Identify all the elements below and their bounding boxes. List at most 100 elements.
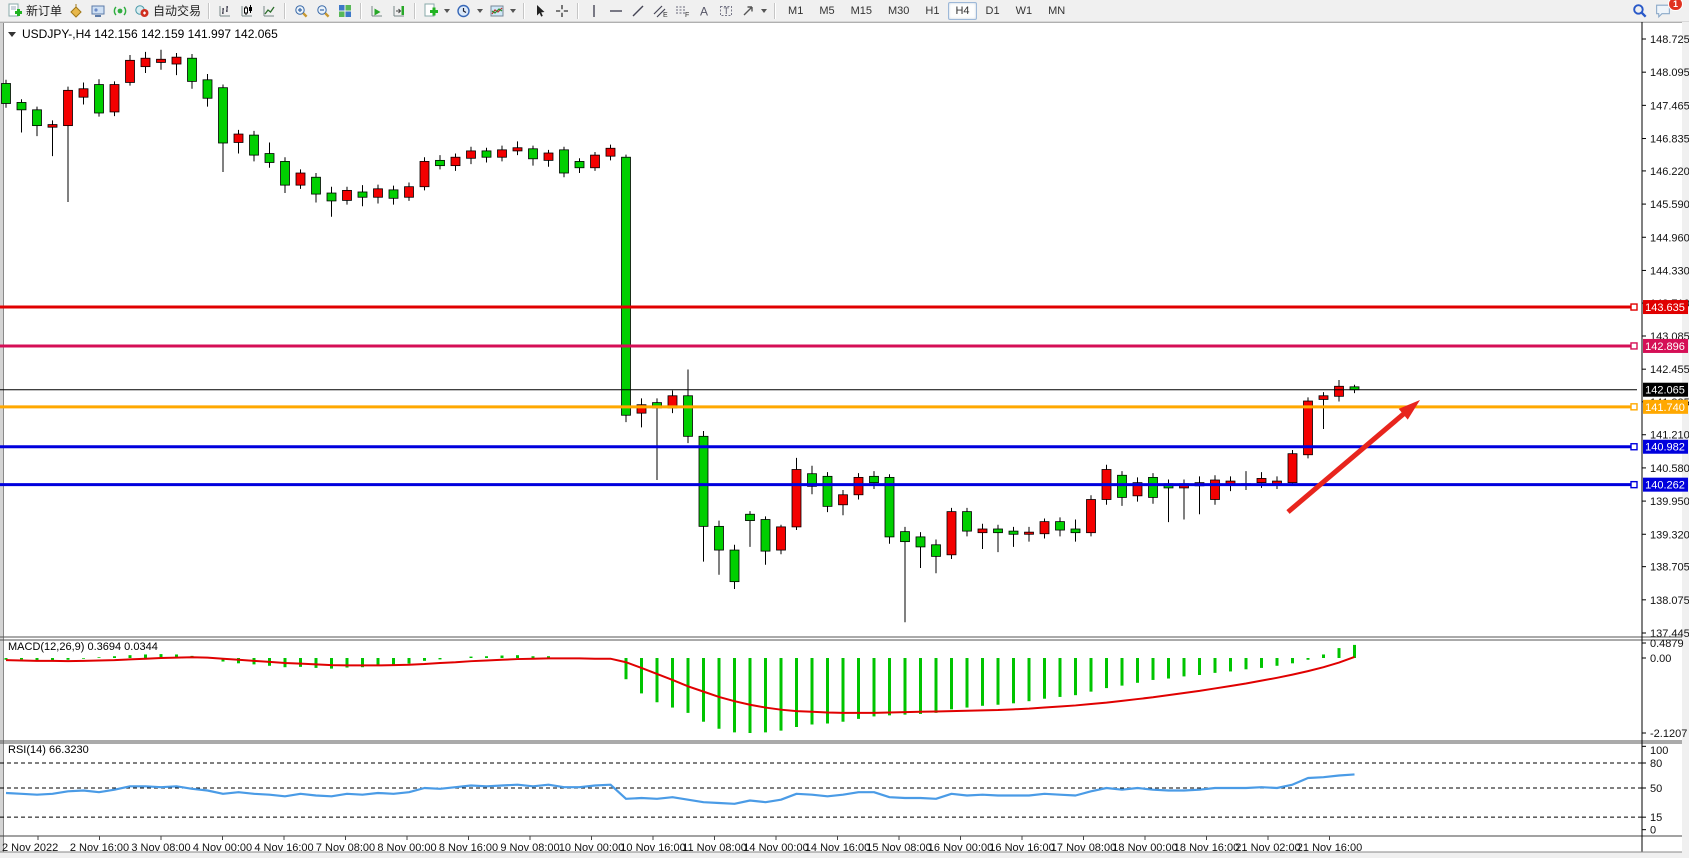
horizontal-line-button[interactable] [605,2,627,20]
candle-body [993,528,1003,534]
chart-title-bar: USDJPY-,H4 142.156 142.159 141.997 142.0… [8,27,278,41]
candle-body [698,435,709,527]
date-tick-label: 14 Nov 00:00 [743,842,808,854]
price-level-label [1643,338,1688,353]
clock-icon [457,4,470,17]
rsi-scale-label: 100 [1650,745,1668,757]
candle-body [78,88,89,98]
new-order-button[interactable]: 新订单 [4,1,65,20]
horizontal-level-lines[interactable]: 143.635 142.896 142.065 141.740 140.982 140.2… [0,300,1688,492]
macd-scale-label: 0.4879 [1650,638,1684,650]
candle-body [543,152,554,161]
indicators-button[interactable] [420,2,453,20]
cursor-button[interactable] [529,2,551,20]
rsi-scale-label: 80 [1650,758,1662,770]
timeframe-M1[interactable]: M1 [788,4,804,17]
bar-chart-button[interactable] [214,2,236,20]
candle-body [574,161,585,169]
chart-shift-button[interactable] [388,2,410,20]
candle-body [187,57,197,82]
label-button[interactable]: T [715,2,737,20]
rsi-scale-label: 15 [1650,812,1662,824]
auto-trading-label: 自动交易 [153,4,202,18]
candle-body [745,513,755,521]
candle-body [388,189,399,199]
candle-body [1210,479,1220,500]
price-tick-label: 138.705 [1650,562,1689,574]
timeframe-D1[interactable]: D1 [985,4,1000,17]
periods-button[interactable] [453,2,486,20]
zoom-in-button[interactable] [290,2,312,20]
candle-body [822,475,833,507]
fibonacci-button[interactable]: F [671,2,693,20]
metaeditor-button[interactable] [87,2,109,20]
candle-body [404,186,414,198]
paint-bucket-icon [70,3,82,18]
date-tick-label: 9 Nov 08:00 [500,842,559,854]
price-tick-label: 139.320 [1650,529,1689,541]
candle-body [295,172,306,186]
candle-body [559,149,569,174]
arrows-button[interactable] [737,2,770,20]
candle-body [1287,453,1298,484]
candle-body [435,159,445,167]
candle-body [16,102,27,111]
search-icon [1633,4,1647,18]
templates-button[interactable] [486,2,519,20]
candle-body [946,511,957,556]
channel-button[interactable]: E [649,2,671,20]
zoom-out-button[interactable] [312,2,334,20]
candle-body [280,161,290,186]
tile-windows-button[interactable] [334,2,356,20]
candle-body [1318,395,1329,400]
toolbar-separator [774,2,777,19]
indicators-icon [424,3,439,16]
timeframe-MN[interactable]: MN [1048,4,1066,17]
arrow-objects-icon [743,5,753,15]
candle-body [233,133,244,143]
candle-body [156,58,166,63]
auto-trading-button[interactable]: 自动交易 [131,1,204,20]
crosshair-icon [556,4,569,17]
candle-body [776,526,786,551]
text-button[interactable]: A [693,2,715,20]
timeframe-H4[interactable]: H4 [948,1,977,20]
symbol-dropdown-icon[interactable] [8,31,16,37]
price-level-label [1643,382,1688,397]
candle-body [32,109,42,127]
candle-body [311,176,321,195]
timeframe-M5[interactable]: M5 [819,4,835,17]
styler-button[interactable] [65,2,87,20]
timeframe-M15[interactable]: M15 [850,4,872,17]
trend-arrow[interactable] [1286,400,1420,514]
level-line-handle [1630,403,1638,411]
crosshair-button[interactable] [551,2,573,20]
svg-text:E: E [663,12,668,19]
line-chart-button[interactable] [258,2,280,20]
trendline-button[interactable] [627,2,649,20]
timeframe-M30[interactable]: M30 [888,4,910,17]
time-axis[interactable]: 2 Nov 2022 2 Nov 16:00 3 Nov 08:00 4 Nov 00… [0,835,1682,854]
timeframe-H1[interactable]: H1 [925,4,940,17]
price-tick-label: 142.455 [1650,364,1689,376]
editor-icon [91,5,105,17]
candle-body [342,189,352,201]
search-button[interactable] [1628,1,1651,20]
candle-body [264,153,275,163]
svg-text:F: F [685,12,689,19]
fibonacci-icon: F [676,6,689,19]
date-tick-label: 2 Nov 2022 [2,842,58,854]
candlestick-chart-button[interactable] [236,2,258,20]
vertical-line-button[interactable] [583,2,605,20]
signals-button[interactable] [109,2,131,20]
candle-body [1117,474,1127,498]
auto-scroll-button[interactable] [366,2,388,20]
timeframe-W1[interactable]: W1 [1015,4,1033,17]
date-tick-label: 18 Nov 16:00 [1174,842,1239,854]
zoom-in-icon [295,4,308,17]
price-axis[interactable]: 148.725 148.095 147.465 146.835 146.220 145.5… [1642,34,1689,640]
chat-button[interactable]: 1 [1651,0,1683,20]
toolbar-separator [577,2,580,19]
date-tick-label: 18 Nov 00:00 [1112,842,1177,854]
